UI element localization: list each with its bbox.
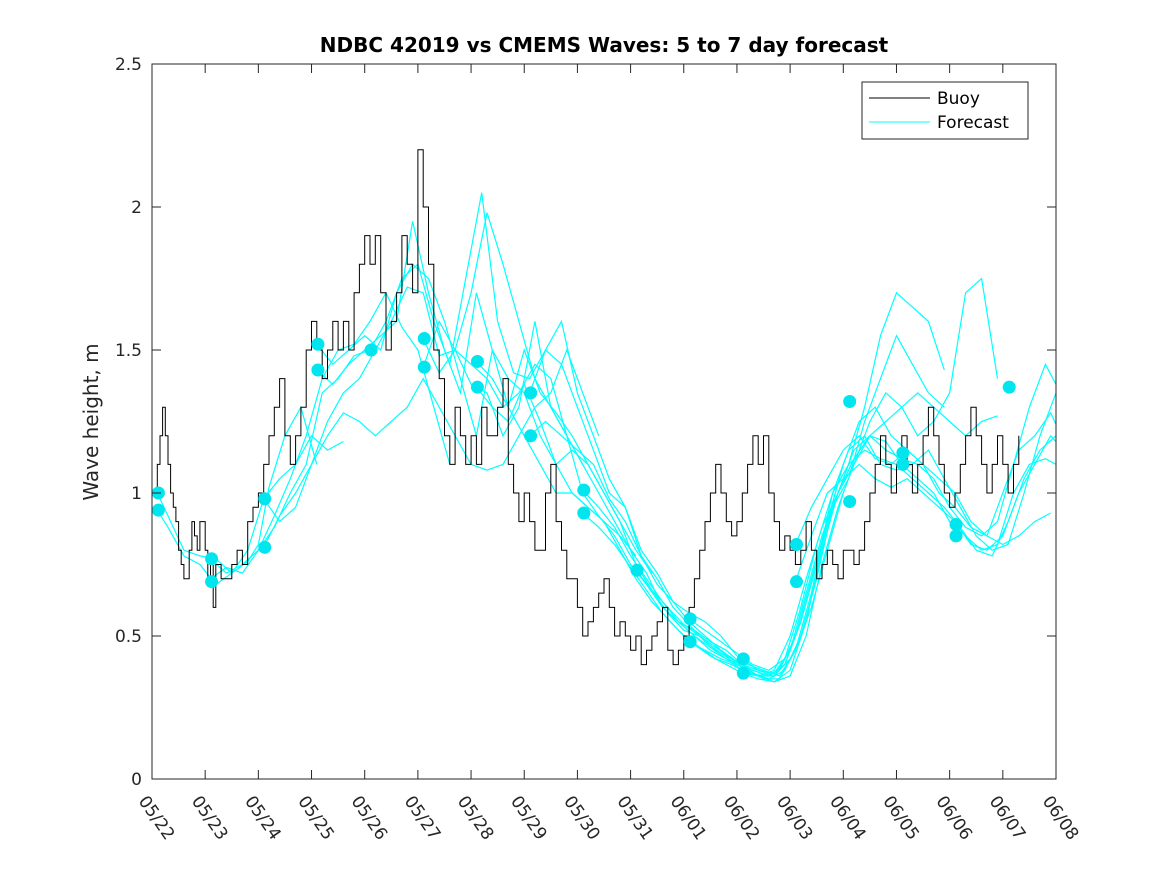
legend-box — [861, 81, 1029, 140]
forecast-markers — [151, 332, 1016, 680]
forecast-marker — [1002, 380, 1016, 394]
forecast-marker — [470, 354, 484, 368]
y-tick-label: 0.5 — [115, 627, 142, 647]
forecast-marker — [789, 575, 803, 589]
y-tick-label: 2 — [131, 198, 142, 218]
y-tick-label: 0 — [131, 770, 142, 790]
legend: Buoy Forecast — [861, 81, 1029, 140]
forecast-marker — [843, 495, 857, 509]
forecast-run-line — [156, 405, 318, 574]
forecast-marker — [630, 563, 644, 577]
forecast-marker — [736, 666, 750, 680]
forecast-run-line — [422, 321, 791, 674]
forecast-run-line — [475, 348, 844, 680]
plot-area: 00.511.522.5 05/22 05/23 05/24 05/25 05/26 05… — [115, 55, 1082, 844]
forecast-marker — [524, 386, 538, 400]
forecast-marker — [417, 360, 431, 374]
y-ticks: 0 0.5 1 1.5 2 2.5 — [115, 55, 1056, 790]
forecast-marker — [949, 529, 963, 543]
forecast-run-line — [263, 212, 584, 523]
forecast-marker — [205, 575, 219, 589]
chart-title: NDBC 42019 vs CMEMS Waves: 5 to 7 day fo… — [320, 33, 889, 57]
forecast-run-line — [263, 348, 600, 548]
plot-background — [152, 64, 1056, 779]
legend-buoy-label: Buoy — [937, 89, 980, 109]
forecast-marker — [205, 552, 219, 566]
plot-box — [151, 63, 1057, 780]
forecast-marker — [470, 380, 484, 394]
forecast-run-line — [794, 434, 1057, 582]
forecast-marker — [311, 363, 325, 377]
forecast-run-line — [210, 291, 451, 580]
forecast-run-line — [369, 192, 738, 657]
forecast-run-line — [529, 291, 945, 677]
forecast-marker — [683, 635, 697, 649]
forecast-marker — [949, 517, 963, 531]
forecast-marker — [843, 394, 857, 408]
forecast-marker — [258, 492, 272, 506]
y-tick-label: 1 — [131, 484, 142, 504]
forecast-marker — [151, 503, 165, 517]
forecast-marker — [896, 446, 910, 460]
forecast-marker — [258, 540, 272, 554]
forecast-marker — [524, 429, 538, 443]
forecast-marker — [896, 457, 910, 471]
forecast-marker — [577, 506, 591, 520]
forecast-marker — [577, 483, 591, 497]
forecast-marker — [683, 612, 697, 626]
forecast-run-line — [794, 411, 1057, 545]
forecast-marker — [364, 343, 378, 357]
y-axis-label: Wave height, m — [79, 343, 103, 500]
y-tick-label: 2.5 — [115, 55, 142, 75]
forecast-marker — [311, 337, 325, 351]
y-tick-label: 1.5 — [115, 341, 142, 361]
legend-forecast-label: Forecast — [937, 113, 1009, 133]
forecast-run-line — [582, 392, 998, 683]
forecast-marker — [736, 652, 750, 666]
forecast-marker — [417, 332, 431, 346]
forecast-marker — [789, 537, 803, 551]
